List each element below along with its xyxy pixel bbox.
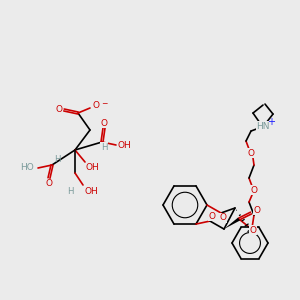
Text: HO: HO — [20, 164, 34, 172]
Text: OH: OH — [117, 142, 131, 151]
Polygon shape — [224, 218, 240, 229]
Text: H: H — [54, 155, 60, 164]
Text: O: O — [100, 118, 107, 127]
Text: O: O — [208, 212, 215, 220]
Text: O: O — [92, 101, 100, 110]
Text: O: O — [250, 226, 256, 235]
Text: O: O — [220, 214, 226, 223]
Text: H: H — [101, 142, 107, 152]
Text: O: O — [254, 206, 260, 214]
Text: −: − — [101, 100, 107, 109]
Text: H: H — [67, 187, 73, 196]
Text: O: O — [250, 186, 257, 195]
Text: +: + — [267, 117, 275, 127]
Text: O: O — [46, 179, 52, 188]
Text: OH: OH — [84, 187, 98, 196]
Text: OH: OH — [85, 164, 99, 172]
Text: O: O — [248, 148, 254, 158]
Text: O: O — [56, 106, 62, 115]
Text: HN: HN — [256, 122, 270, 130]
